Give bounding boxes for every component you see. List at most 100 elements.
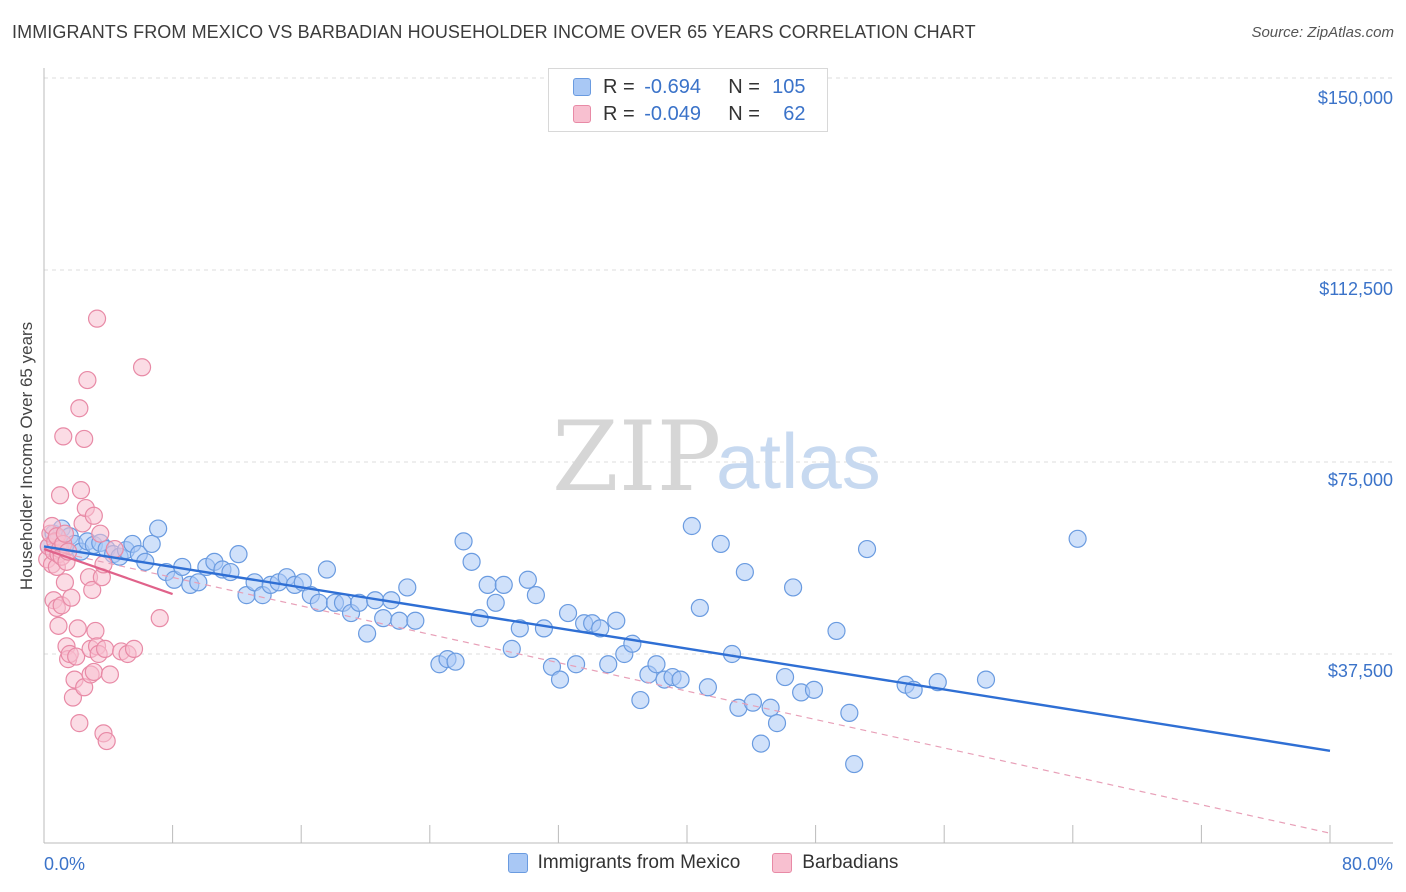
mexico-data-point xyxy=(682,516,701,536)
barbadians-data-point xyxy=(68,619,87,638)
barbadians-data-point xyxy=(91,524,110,543)
mexico-data-point xyxy=(827,621,846,641)
barbadians-data-point xyxy=(70,714,89,733)
mexico-data-point xyxy=(398,578,417,597)
data-points xyxy=(38,309,1087,774)
mexico-data-point xyxy=(775,667,795,687)
barbadians-data-point xyxy=(86,621,105,641)
source-credit: Source: ZipAtlas.com xyxy=(1251,24,1394,41)
barbadians-data-point xyxy=(150,609,169,628)
mexico-data-point xyxy=(149,519,168,538)
mexico-data-point xyxy=(358,624,377,643)
mexico-data-point xyxy=(607,611,626,630)
mexico-data-point xyxy=(804,680,824,699)
mexico-data-point xyxy=(446,652,465,671)
mexico-data-point xyxy=(751,734,771,753)
legend-swatch-mexico xyxy=(507,853,528,873)
legend-item-mexico[interactable]: Immigrants from Mexico xyxy=(507,852,741,874)
barbadians-data-point xyxy=(124,639,144,658)
barbadians-data-point xyxy=(78,370,97,390)
mexico-data-point xyxy=(542,657,562,676)
legend-swatch-barbadians xyxy=(573,105,591,123)
mexico-data-point xyxy=(518,570,537,589)
tick-labels: $150,000 $112,500 $75,000 $37,500 0.0% 8… xyxy=(17,88,1393,874)
legend-n-label: N = xyxy=(728,102,760,125)
chart-title: IMMIGRANTS FROM MEXICO VS BARBADIAN HOUS… xyxy=(12,22,976,42)
mexico-data-point xyxy=(229,545,248,564)
mexico-data-point xyxy=(486,593,505,612)
barbadians-data-point xyxy=(67,647,86,666)
watermark-zip-text: ZIP xyxy=(552,401,721,513)
mexico-data-point xyxy=(631,690,650,710)
barbadians-data-point xyxy=(70,399,89,418)
mexico-data-point xyxy=(845,754,864,774)
mexico-data-point xyxy=(735,562,754,582)
mexico-data-point xyxy=(743,693,763,712)
barbadians-data-point xyxy=(55,524,74,543)
mexico-data-point xyxy=(534,619,554,638)
mexico-data-point xyxy=(928,673,947,692)
mexico-data-point xyxy=(470,609,489,628)
barbadians-data-point xyxy=(97,731,116,751)
mexico-data-point xyxy=(558,603,578,623)
mexico-data-point xyxy=(647,655,666,674)
legend-item-barbadians[interactable]: Barbadians xyxy=(772,852,898,874)
y-tick-label: $112,500 xyxy=(1319,279,1393,299)
barbadians-data-point xyxy=(100,665,120,684)
barbadians-data-point xyxy=(63,688,83,707)
mexico-data-point xyxy=(761,698,780,717)
mexico-data-point xyxy=(165,570,184,589)
mexico-data-point xyxy=(591,619,610,638)
barbadians-data-point xyxy=(83,580,102,600)
barbadians-data-point xyxy=(105,539,124,559)
barbadians-data-point xyxy=(49,616,68,635)
x-tick-label: 80.0% xyxy=(1342,854,1393,874)
barbadians-trend-line xyxy=(43,548,173,596)
barbadians-data-point xyxy=(50,486,70,505)
legend-r-label: R = xyxy=(603,102,635,125)
mexico-data-point xyxy=(767,714,787,733)
mexico-data-point xyxy=(526,586,545,605)
series-mexico-points xyxy=(39,516,1087,774)
mexico-data-point xyxy=(690,598,709,618)
legend-n-value: 62 xyxy=(783,102,806,125)
barbadians-data-point xyxy=(95,639,115,658)
gridlines xyxy=(44,77,1393,655)
legend-label-barbadians: Barbadians xyxy=(802,852,899,873)
correlation-legend: R = -0.694 N = 105 R = -0.049 N = 62 xyxy=(548,68,828,132)
barbadians-data-point xyxy=(71,481,91,500)
mexico-data-point xyxy=(599,655,618,674)
series-barbadians-points xyxy=(38,309,169,751)
mexico-data-point xyxy=(462,552,481,571)
trend-lines xyxy=(43,545,1331,834)
mexico-data-point xyxy=(478,575,497,594)
mexico-data-point xyxy=(857,539,877,559)
mexico-data-point xyxy=(566,655,586,674)
x-tick-label: 0.0% xyxy=(44,854,85,874)
barbadians-data-point xyxy=(87,309,107,328)
watermark-atlas-text: atlas xyxy=(716,417,881,505)
legend-n-label: N = xyxy=(728,75,760,98)
legend-label-mexico: Immigrants from Mexico xyxy=(537,852,741,873)
mexico-data-point xyxy=(783,578,803,597)
mexico-data-point xyxy=(840,703,859,722)
legend-swatch-mexico xyxy=(573,78,591,96)
series-legend: Immigrants from Mexico Barbadians xyxy=(0,852,1406,874)
legend-r-value: -0.694 xyxy=(644,75,701,98)
watermark: ZIP atlas xyxy=(552,401,881,513)
mexico-data-point xyxy=(550,670,570,689)
barbadians-data-point xyxy=(84,506,103,525)
barbadians-data-point xyxy=(75,429,94,449)
y-tick-label: $37,500 xyxy=(1328,661,1393,681)
mexico-data-point xyxy=(502,639,521,658)
legend-r-value: -0.049 xyxy=(644,102,701,125)
legend-row-barbadians: R = -0.049 N = 62 xyxy=(549,101,806,127)
mexico-data-point xyxy=(494,575,513,594)
mexico-data-point xyxy=(510,619,529,638)
mexico-data-point xyxy=(142,534,161,554)
y-axis-label: Householder Income Over 65 years xyxy=(17,322,36,590)
barbadians-data-point xyxy=(55,573,74,592)
mexico-data-point xyxy=(1068,529,1087,548)
legend-r-label: R = xyxy=(603,75,635,98)
mexico-data-point xyxy=(698,678,717,697)
